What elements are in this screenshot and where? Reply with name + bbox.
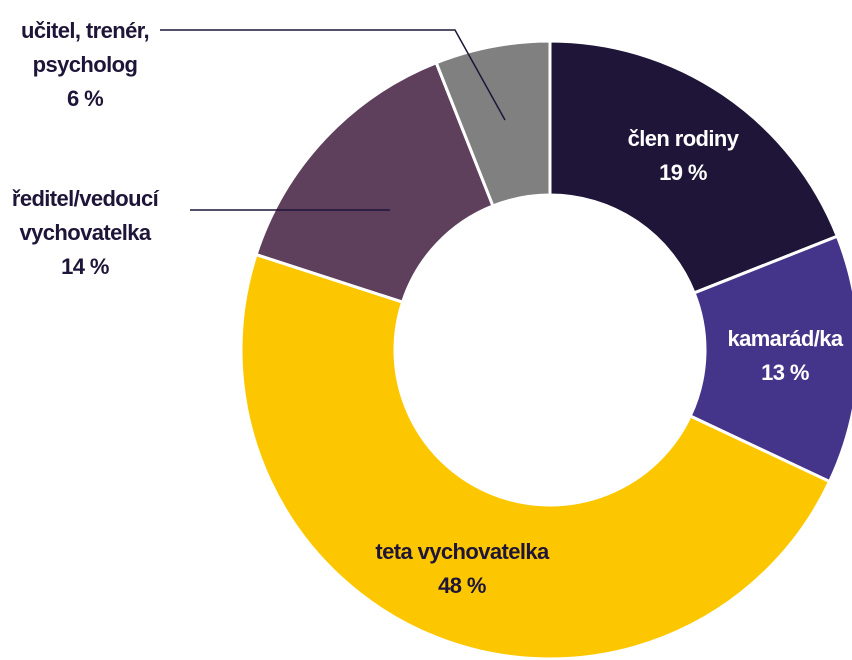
donut-slice (239, 252, 832, 660)
donut-slice (254, 60, 495, 304)
value-label: 19 % (659, 160, 707, 185)
category-label: kamarád/ka (727, 326, 843, 351)
donut-slice (434, 39, 552, 208)
category-label: člen rodiny (627, 126, 739, 151)
donut-slice (548, 39, 840, 295)
category-label: učitel, trenér, psycholog (21, 18, 150, 77)
slice-label: ředitel/vedoucí vychovatelka 14 % (11, 182, 159, 284)
slice-label: člen rodiny 19 % (628, 122, 739, 190)
leader-line (160, 29, 506, 121)
slice-label: učitel, trenér, psycholog 6 % (21, 14, 150, 116)
slice-label: teta vychovatelka 48 % (375, 535, 549, 603)
donut-slice (688, 234, 852, 484)
slice-label: kamarád/ka 13 % (727, 322, 843, 390)
value-label: 48 % (438, 573, 486, 598)
value-label: 13 % (761, 360, 809, 385)
value-label: 6 % (66, 86, 104, 111)
value-label: 14 % (61, 254, 109, 279)
category-label: teta vychovatelka (375, 539, 549, 564)
category-label: ředitel/vedoucí vychovatelka (11, 186, 159, 245)
